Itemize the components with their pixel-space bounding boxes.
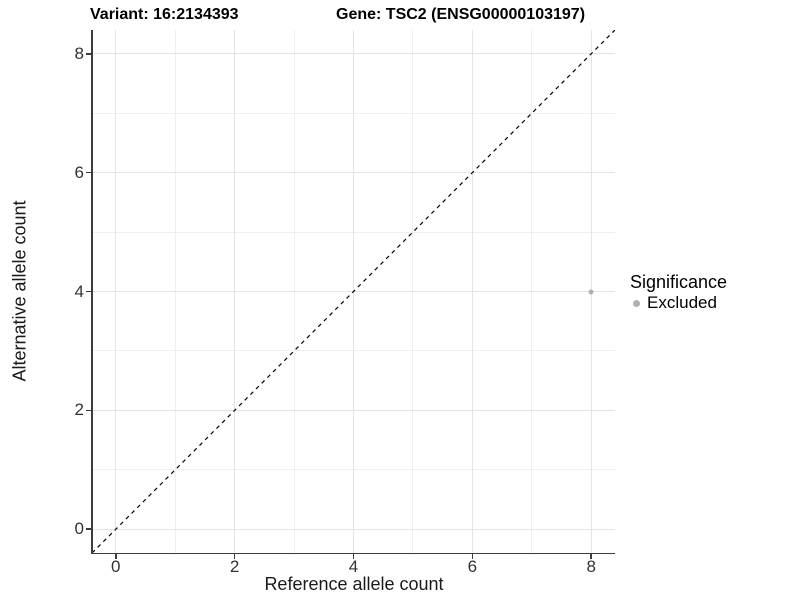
y-tick-label: 6 [74, 162, 84, 182]
x-tick-label: 6 [467, 557, 478, 576]
legend-point-icon [633, 299, 640, 307]
y-tick-label: 2 [74, 400, 84, 420]
x-tick-label: 2 [229, 557, 240, 576]
major-gridline-y [92, 172, 615, 174]
y-tick-mark [86, 290, 91, 293]
y-tick-mark [86, 528, 91, 530]
y-tick-mark [86, 409, 91, 412]
x-tick-mark [115, 554, 117, 559]
plot-panel [92, 30, 615, 553]
x-axis-line [91, 552, 615, 554]
y-tick-mark [86, 53, 91, 55]
plot-title-gene: Gene: TSC2 (ENSG00000103197) [336, 6, 586, 23]
x-tick-mark [233, 554, 236, 559]
y-axis-line [91, 30, 93, 554]
x-tick-label: 0 [111, 557, 121, 576]
y-tick-mark [86, 171, 91, 174]
x-tick-mark [590, 554, 592, 559]
x-tick-label: 4 [348, 557, 359, 576]
x-tick-mark [352, 554, 355, 559]
legend-entry-label: Excluded [647, 293, 717, 312]
y-tick-label: 4 [74, 281, 84, 301]
identity-reference-line [92, 30, 615, 553]
plot-title-variant: Variant: 16:2134393 [90, 6, 239, 23]
x-tick-mark [471, 554, 474, 559]
y-tick-label: 8 [74, 43, 84, 63]
legend: Significance Excluded [630, 272, 727, 313]
major-gridline-y [92, 409, 615, 411]
legend-title: Significance [630, 272, 728, 292]
x-tick-label: 8 [586, 557, 596, 576]
x-axis-label: Reference allele count [264, 574, 444, 594]
y-tick-label: 0 [74, 519, 84, 539]
y-axis-label: Alternative allele count [9, 200, 30, 382]
major-gridline-y [92, 528, 615, 530]
legend-entry: Excluded [630, 293, 727, 313]
data-point [588, 289, 594, 294]
major-gridline-y [92, 53, 615, 55]
